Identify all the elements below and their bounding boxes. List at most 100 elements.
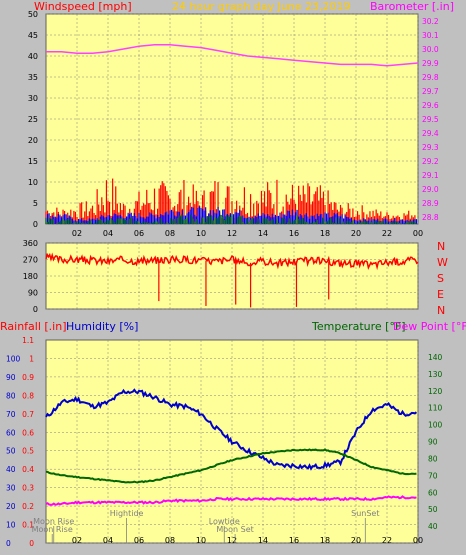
rain-ytick: 0 bbox=[29, 539, 34, 548]
wind-xtick: 20 bbox=[351, 229, 361, 238]
temp-ytick: 100 bbox=[428, 421, 443, 430]
barometer-ytick: 29.4 bbox=[422, 129, 439, 138]
rain-ytick: 0.7 bbox=[22, 410, 34, 419]
annotation-label: Lowtide bbox=[209, 517, 240, 526]
temp-ytick: 140 bbox=[428, 353, 443, 362]
direction-ytick: 90 bbox=[28, 289, 38, 298]
temp-ytick: 60 bbox=[428, 488, 438, 497]
humidity-line bbox=[45, 388, 418, 471]
temp-ytick: 70 bbox=[428, 471, 438, 480]
direction-ytick: 360 bbox=[23, 239, 38, 248]
annotation-label: SunSet bbox=[351, 509, 379, 518]
temp-ytick: 50 bbox=[428, 505, 438, 514]
wind-xtick: 12 bbox=[227, 229, 237, 238]
wind-xtick: 08 bbox=[165, 229, 175, 238]
wind-xtick: 22 bbox=[382, 229, 392, 238]
rain-ytick: 0.6 bbox=[22, 428, 34, 437]
wind-ytick: 30 bbox=[28, 94, 38, 103]
humidity-ytick: 80 bbox=[6, 391, 16, 400]
humidity-ytick: 60 bbox=[6, 428, 16, 437]
barometer-ytick: 30.0 bbox=[422, 45, 439, 54]
humidity-ytick: 0 bbox=[6, 539, 11, 548]
wind-ytick: 0 bbox=[33, 220, 38, 229]
temp-xtick: 20 bbox=[351, 536, 361, 545]
barometer-ytick: 29.6 bbox=[422, 101, 439, 110]
wind-chart-layer: 0 5 10 15 20 25 30 35 40 45 50 28.8 28.9 29.0 29.1 29.2… bbox=[28, 10, 439, 238]
windspeed-label: Windspeed [mph] bbox=[34, 0, 132, 13]
wind-ytick: 40 bbox=[28, 52, 38, 61]
rain-ytick: 0.8 bbox=[22, 391, 34, 400]
annotation-label: Moon Rise bbox=[33, 517, 74, 526]
temp-label: Temperature [°F] bbox=[311, 320, 406, 333]
barometer-ytick: 28.9 bbox=[422, 199, 439, 208]
wind-ytick: 35 bbox=[28, 73, 38, 82]
temp-xtick: 00 bbox=[413, 536, 423, 545]
barometer-ytick: 29.5 bbox=[422, 115, 439, 124]
rain-ytick: 1.1 bbox=[22, 336, 34, 345]
rain-ytick: 1 bbox=[29, 354, 34, 363]
direction-line bbox=[45, 252, 419, 271]
humidity-ytick: 70 bbox=[6, 410, 16, 419]
compass-label: N bbox=[437, 240, 445, 253]
direction-ytick: 0 bbox=[33, 305, 38, 314]
barometer-ytick: 29.9 bbox=[422, 59, 439, 68]
compass-label: N bbox=[437, 304, 445, 317]
graph-title: 24 hour graph day June 23,2019 bbox=[172, 0, 351, 13]
humidity-ytick: 90 bbox=[6, 373, 16, 382]
wind-xtick: 18 bbox=[320, 229, 330, 238]
direction-spikes bbox=[158, 260, 330, 308]
dew-label: Dew Point [°F] bbox=[393, 320, 466, 333]
humidity-label: Humidity [%] bbox=[66, 320, 138, 333]
temp-xtick: 18 bbox=[320, 536, 330, 545]
temperature-line bbox=[45, 448, 417, 484]
barometer-ytick: 30.1 bbox=[422, 31, 439, 40]
wind-ytick: 5 bbox=[33, 199, 38, 208]
temp-xtick: 06 bbox=[134, 536, 144, 545]
wind-ytick: 15 bbox=[28, 157, 38, 166]
wind-xtick: 14 bbox=[258, 229, 268, 238]
wind-xtick: 06 bbox=[134, 229, 144, 238]
barometer-ytick: 29.1 bbox=[422, 171, 439, 180]
rain-ytick: 0.9 bbox=[22, 373, 34, 382]
dewpoint-line bbox=[45, 495, 417, 506]
barometer-ytick: 29.0 bbox=[422, 185, 439, 194]
compass-label: W bbox=[437, 256, 448, 269]
humidity-ytick: 50 bbox=[6, 447, 16, 456]
temp-ytick: 80 bbox=[428, 454, 438, 463]
rain-ytick: 0.5 bbox=[22, 447, 34, 456]
barometer-ytick: 29.3 bbox=[422, 143, 439, 152]
rain-ytick: 0.1 bbox=[22, 521, 34, 530]
barometer-ytick: 28.8 bbox=[422, 213, 439, 222]
compass-label: S bbox=[437, 272, 444, 285]
humidity-ytick: 40 bbox=[6, 465, 16, 474]
wind-xtick: 02 bbox=[72, 229, 82, 238]
wind-ytick: 25 bbox=[28, 115, 38, 124]
wind-ytick: 45 bbox=[28, 31, 38, 40]
temp-ytick: 110 bbox=[428, 404, 443, 413]
temp-xtick: 22 bbox=[382, 536, 392, 545]
rain-ytick: 0.2 bbox=[22, 502, 34, 511]
temp-ytick: 90 bbox=[428, 438, 438, 447]
wind-xtick: 16 bbox=[289, 229, 299, 238]
annotation-label: Moon Rise bbox=[32, 525, 73, 534]
direction-ytick: 270 bbox=[23, 256, 38, 265]
temp-xtick: 10 bbox=[196, 536, 206, 545]
barometer-label: Barometer [.in] bbox=[370, 0, 454, 13]
annotation-label: Moon Set bbox=[216, 525, 253, 534]
temp-ytick: 130 bbox=[428, 370, 443, 379]
temp-ytick: 120 bbox=[428, 387, 443, 396]
annotation-label: Hightide bbox=[110, 509, 144, 518]
barometer-line bbox=[46, 44, 419, 67]
wind-ytick: 10 bbox=[28, 178, 38, 187]
temp-xtick: 04 bbox=[103, 536, 113, 545]
barometer-ytick: 30.2 bbox=[422, 17, 439, 26]
rain-label: Rainfall [.in] bbox=[0, 320, 67, 333]
temp-xtick: 16 bbox=[289, 536, 299, 545]
temp-xtick: 02 bbox=[72, 536, 82, 545]
wind-xtick: 10 bbox=[196, 229, 206, 238]
wind-ytick: 50 bbox=[28, 10, 38, 19]
humidity-ytick: 100 bbox=[6, 354, 21, 363]
temp-xtick: 08 bbox=[165, 536, 175, 545]
